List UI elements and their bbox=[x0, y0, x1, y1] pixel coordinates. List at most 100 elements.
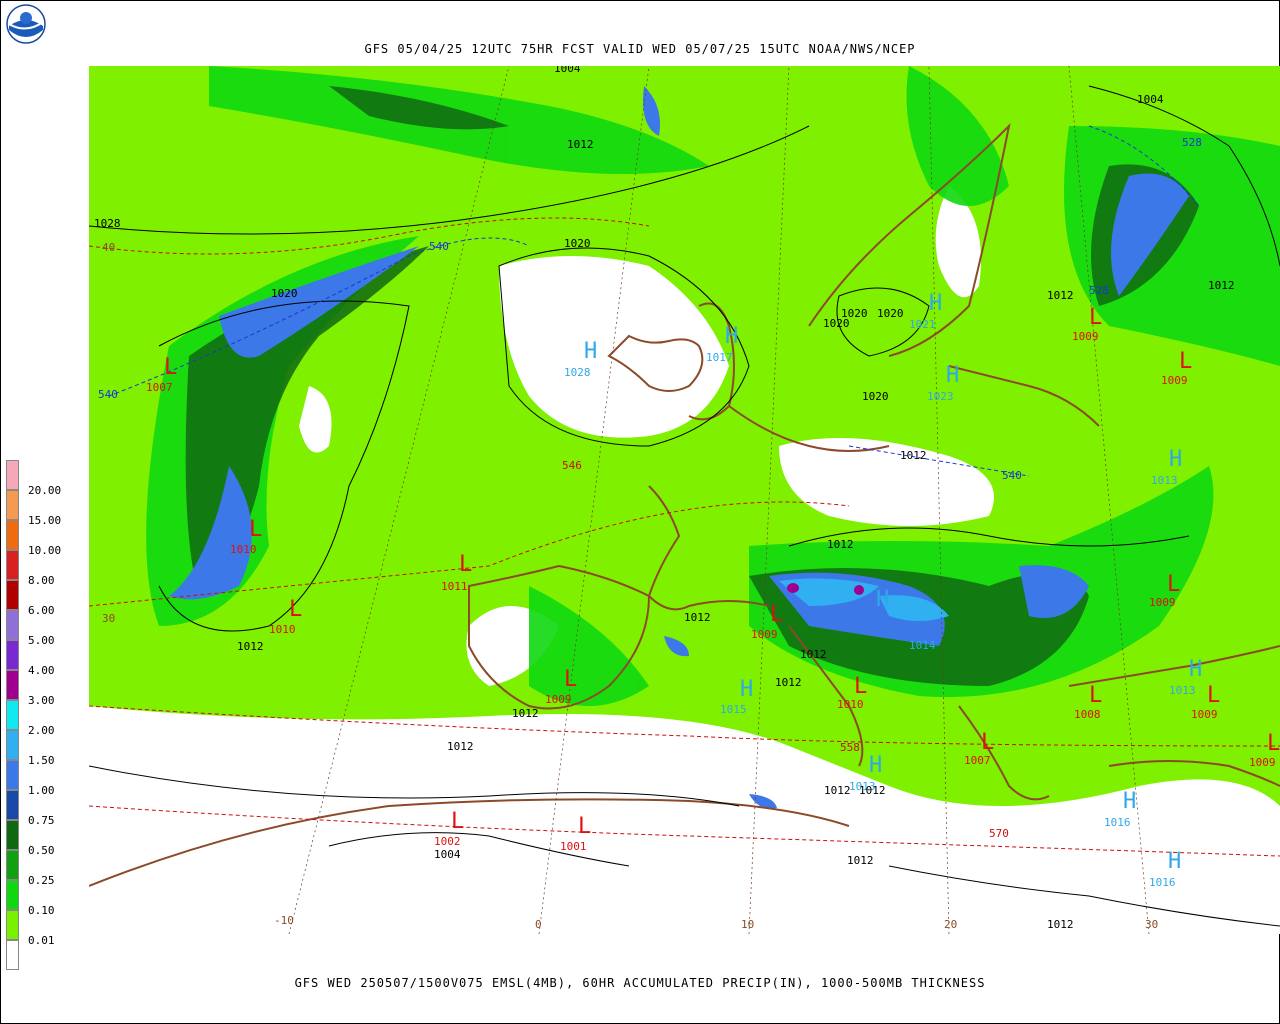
svg-text:1020: 1020 bbox=[841, 307, 868, 320]
high-center: H bbox=[929, 291, 942, 316]
high-center: H bbox=[946, 363, 959, 388]
legend-label: 20.00 bbox=[28, 484, 62, 497]
low-value: 1009 bbox=[1161, 374, 1188, 387]
low-center: L bbox=[1167, 572, 1180, 597]
legend-swatch bbox=[6, 460, 19, 490]
svg-text:540: 540 bbox=[429, 240, 449, 253]
low-center: L bbox=[770, 602, 783, 627]
legend-swatch bbox=[6, 670, 19, 700]
low-value: 1009 bbox=[751, 628, 778, 641]
low-value: 1002 bbox=[434, 835, 461, 848]
high-center: H bbox=[1168, 849, 1181, 874]
high-value: 1016 bbox=[1104, 816, 1131, 829]
low-center: L bbox=[564, 667, 577, 692]
high-value: 1028 bbox=[564, 366, 591, 379]
low-value: 1007 bbox=[146, 381, 173, 394]
high-value: 1015 bbox=[720, 703, 747, 716]
svg-text:1012: 1012 bbox=[447, 740, 474, 753]
svg-text:540: 540 bbox=[1002, 469, 1022, 482]
legend-label: 3.00 bbox=[28, 694, 55, 707]
legend-label: 0.50 bbox=[28, 844, 55, 857]
chart-title: GFS 05/04/25 12UTC 75HR FCST VALID WED 0… bbox=[364, 42, 916, 56]
low-value: 1009 bbox=[1072, 330, 1099, 343]
svg-text:1012: 1012 bbox=[1208, 279, 1235, 292]
svg-text:1012: 1012 bbox=[800, 648, 827, 661]
low-center: L bbox=[578, 814, 591, 839]
low-value: 1009 bbox=[1149, 596, 1176, 609]
svg-text:-10: -10 bbox=[274, 914, 294, 927]
noaa-logo-icon bbox=[6, 4, 46, 44]
svg-text:1012: 1012 bbox=[827, 538, 854, 551]
high-value: 1013 bbox=[1169, 684, 1196, 697]
svg-text:1020: 1020 bbox=[823, 317, 850, 330]
legend-swatch bbox=[6, 490, 19, 520]
legend-label: 4.00 bbox=[28, 664, 55, 677]
svg-text:1012: 1012 bbox=[847, 854, 874, 867]
svg-text:0: 0 bbox=[535, 918, 542, 931]
isobar-labels: 1004 1012 1028 1020 1020 1020 1020 1020 … bbox=[94, 66, 1235, 931]
svg-text:570: 570 bbox=[989, 827, 1009, 840]
thickness-lines bbox=[89, 125, 1280, 857]
low-center: L bbox=[1179, 349, 1192, 374]
svg-text:1012: 1012 bbox=[1047, 918, 1074, 931]
longitude-labels: -10 0 10 20 30 bbox=[274, 914, 1158, 931]
legend-swatch bbox=[6, 820, 19, 850]
legend-swatch bbox=[6, 640, 19, 670]
high-center: H bbox=[584, 339, 597, 364]
low-center: L bbox=[459, 552, 472, 577]
high-value: 1021 bbox=[909, 318, 936, 331]
svg-text:1012: 1012 bbox=[684, 611, 711, 624]
high-center: H bbox=[869, 753, 882, 778]
svg-text:1004: 1004 bbox=[1137, 93, 1164, 106]
high-center: H bbox=[1123, 789, 1136, 814]
precip-2in bbox=[779, 578, 949, 621]
low-center: L bbox=[451, 809, 464, 834]
svg-text:528: 528 bbox=[1182, 136, 1202, 149]
dry-areas bbox=[89, 186, 1280, 934]
legend-swatch bbox=[6, 850, 19, 880]
low-center: L bbox=[249, 517, 262, 542]
legend-label: 8.00 bbox=[28, 574, 55, 587]
low-center: L bbox=[164, 355, 177, 380]
legend-label: 10.00 bbox=[28, 544, 62, 557]
low-value: 1010 bbox=[837, 698, 864, 711]
legend-label: 15.00 bbox=[28, 514, 62, 527]
svg-text:1012: 1012 bbox=[900, 449, 927, 462]
svg-text:1012: 1012 bbox=[567, 138, 594, 151]
high-value: 1014 bbox=[909, 639, 936, 652]
isobars bbox=[89, 85, 1280, 927]
low-value: 1009 bbox=[1191, 708, 1218, 721]
legend-label: 6.00 bbox=[28, 604, 55, 617]
low-value: 1011 bbox=[441, 580, 468, 593]
low-center: L bbox=[981, 730, 994, 755]
svg-text:1028: 1028 bbox=[94, 217, 121, 230]
low-value: 1007 bbox=[964, 754, 991, 767]
legend-swatch bbox=[6, 880, 19, 910]
legend-swatch bbox=[6, 730, 19, 760]
low-center: L bbox=[1207, 683, 1220, 708]
high-center: H bbox=[1189, 657, 1202, 682]
svg-text:546: 546 bbox=[562, 459, 582, 472]
legend-swatch bbox=[6, 580, 19, 610]
low-value: 1001 bbox=[560, 840, 587, 853]
legend-label: 0.25 bbox=[28, 874, 55, 887]
high-center: H bbox=[1169, 447, 1182, 472]
svg-text:1012: 1012 bbox=[237, 640, 264, 653]
svg-text:1012: 1012 bbox=[512, 707, 539, 720]
legend-label: 0.01 bbox=[28, 934, 55, 947]
low-center: L bbox=[1089, 683, 1102, 708]
high-center: H bbox=[876, 587, 889, 612]
svg-text:1012: 1012 bbox=[859, 784, 886, 797]
weather-map: H 1028 H 1017 H 1021 H 1023 H 1015 H 101… bbox=[89, 66, 1280, 934]
legend-swatch bbox=[6, 610, 19, 640]
svg-text:10: 10 bbox=[741, 918, 754, 931]
legend-label: 2.00 bbox=[28, 724, 55, 737]
high-value: 1016 bbox=[1149, 876, 1176, 889]
svg-text:1020: 1020 bbox=[877, 307, 904, 320]
meridians bbox=[288, 66, 1150, 934]
legend-swatch bbox=[6, 520, 19, 550]
svg-text:1020: 1020 bbox=[862, 390, 889, 403]
high-value: 1013 bbox=[1151, 474, 1178, 487]
svg-text:540: 540 bbox=[98, 388, 118, 401]
svg-text:1004: 1004 bbox=[554, 66, 581, 75]
